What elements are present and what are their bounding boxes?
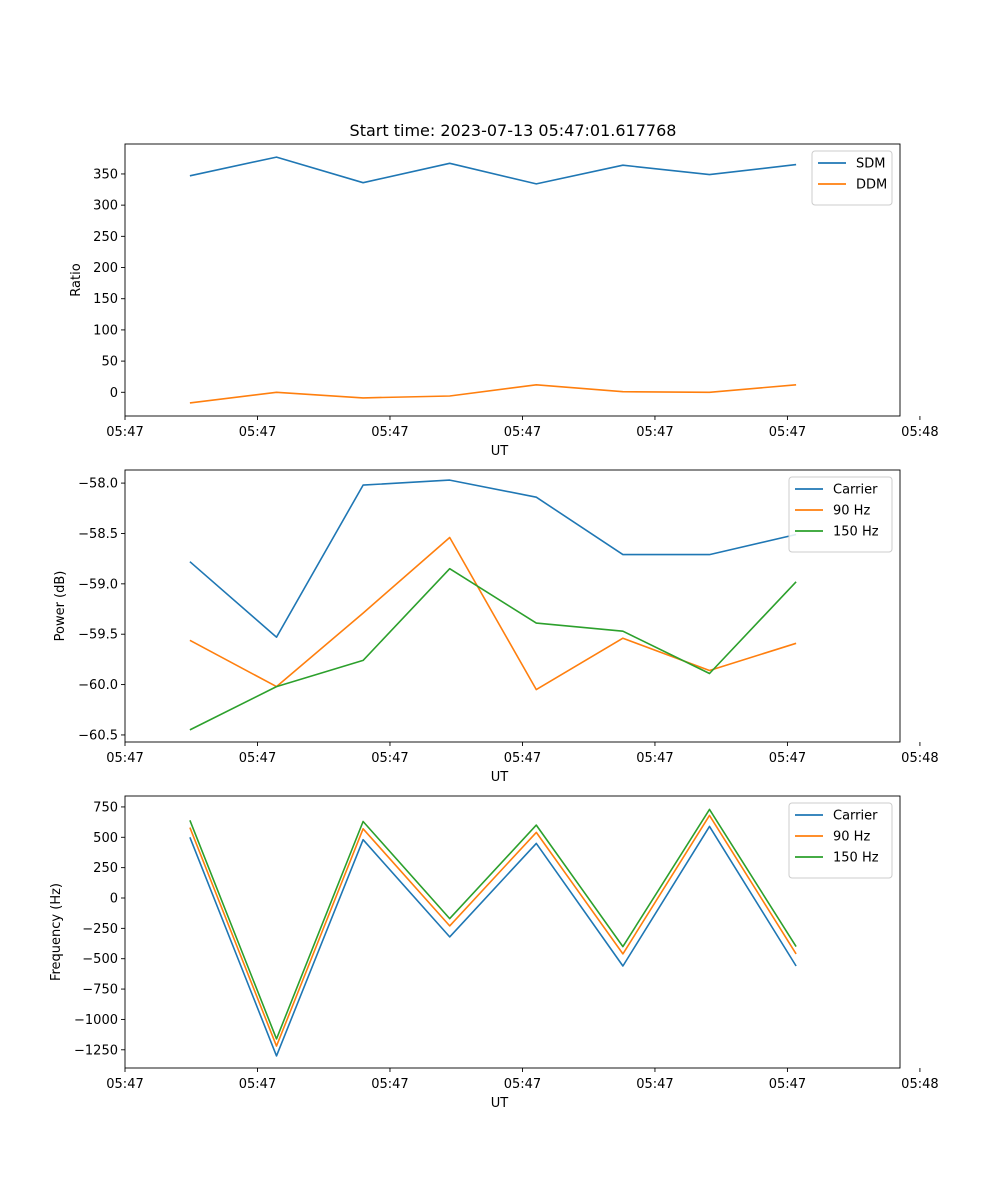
series-line-90-hz (189, 814, 797, 1047)
y-tick-label: 200 (93, 261, 118, 276)
legend-box (788, 476, 893, 553)
chart-panel-1: 05:47 05:47 05:47 05:47 05:47 05:47 05:48 0 50 10… (69, 143, 939, 459)
x-tick-label: 05:47 (636, 1077, 673, 1092)
x-tick-label: 05:48 (901, 1077, 938, 1092)
x-tick-label: 05:47 (504, 1077, 541, 1092)
y-tick-label: −58.5 (78, 527, 118, 542)
legend-box (811, 150, 893, 206)
y-tick-label: 50 (101, 355, 118, 370)
x-tick-label: 05:47 (769, 425, 806, 440)
legend-label: SDM (856, 157, 885, 172)
x-tick-label: 05:47 (239, 1077, 276, 1092)
axes-frame (124, 795, 901, 1069)
x-tick-label: 05:47 (504, 425, 541, 440)
y-tick-label: 250 (93, 230, 118, 245)
legend: Carrier 90 Hz 150 Hz (788, 802, 893, 879)
x-tick-label: 05:47 (106, 751, 143, 766)
series-line-carrier (189, 825, 797, 1057)
x-axis-label: UT (491, 770, 509, 785)
axes-frame (124, 143, 901, 417)
y-tick-label: −1000 (74, 1013, 118, 1028)
axes-frame (124, 469, 901, 743)
series-line-150-hz (189, 567, 797, 731)
x-tick-label: 05:47 (106, 1077, 143, 1092)
x-tick-label: 05:48 (901, 425, 938, 440)
legend-label: Carrier (833, 483, 878, 498)
y-tick-label: 300 (93, 199, 118, 214)
y-axis-label: Power (dB) (53, 571, 68, 642)
chart-panel-2: 05:47 05:47 05:47 05:47 05:47 05:47 05:48 −60.5… (53, 469, 939, 785)
x-tick-label: 05:48 (901, 751, 938, 766)
legend-label: 90 Hz (833, 830, 870, 845)
y-tick-label: 350 (93, 167, 118, 182)
figure-title: Start time: 2023-07-13 05:47:01.617768 (350, 121, 677, 140)
x-tick-label: 05:47 (239, 751, 276, 766)
x-axis-label: UT (491, 444, 509, 459)
series-line-150-hz (189, 808, 797, 1040)
plots-container: 05:47 05:47 05:47 05:47 05:47 05:47 05:48 0 50 10… (49, 143, 939, 1111)
y-tick-label: −58.0 (78, 477, 118, 492)
y-tick-label: 100 (93, 323, 118, 338)
y-tick-label: 750 (93, 800, 118, 815)
x-tick-label: 05:47 (106, 425, 143, 440)
x-tick-label: 05:47 (636, 751, 673, 766)
y-tick-label: −60.5 (78, 728, 118, 743)
x-tick-label: 05:47 (239, 425, 276, 440)
y-tick-label: −500 (82, 952, 118, 967)
y-tick-label: −59.5 (78, 628, 118, 643)
x-tick-label: 05:47 (769, 751, 806, 766)
y-axis-label: Ratio (69, 263, 84, 296)
y-tick-label: −60.0 (78, 678, 118, 693)
legend-label: 150 Hz (833, 525, 879, 540)
x-tick-label: 05:47 (504, 751, 541, 766)
x-tick-label: 05:47 (371, 425, 408, 440)
legend-label: 90 Hz (833, 504, 870, 519)
y-tick-label: −750 (82, 983, 118, 998)
y-tick-label: 250 (93, 861, 118, 876)
y-tick-label: 500 (93, 831, 118, 846)
x-tick-label: 05:47 (636, 425, 673, 440)
x-axis-label: UT (491, 1096, 509, 1111)
series-line-sdm (189, 156, 797, 185)
legend-label: DDM (856, 178, 887, 193)
series-line-carrier (189, 479, 797, 639)
legend-label: Carrier (833, 809, 878, 824)
y-axis-label: Frequency (Hz) (49, 883, 64, 981)
x-tick-label: 05:47 (371, 751, 408, 766)
legend-label: 150 Hz (833, 851, 879, 866)
y-tick-label: −1250 (74, 1043, 118, 1058)
y-tick-label: 0 (110, 386, 118, 401)
y-tick-label: 150 (93, 292, 118, 307)
series-line-ddm (189, 383, 797, 404)
chart-panel-3: 05:47 05:47 05:47 05:47 05:47 05:47 05:48 −1250… (49, 795, 939, 1111)
x-tick-label: 05:47 (371, 1077, 408, 1092)
y-tick-label: 0 (110, 892, 118, 907)
y-tick-label: −59.0 (78, 577, 118, 592)
x-tick-label: 05:47 (769, 1077, 806, 1092)
legend-box (788, 802, 893, 879)
legend: SDM DDM (811, 150, 893, 206)
y-tick-label: −250 (82, 922, 118, 937)
series-line-90-hz (189, 536, 797, 691)
legend: Carrier 90 Hz 150 Hz (788, 476, 893, 553)
